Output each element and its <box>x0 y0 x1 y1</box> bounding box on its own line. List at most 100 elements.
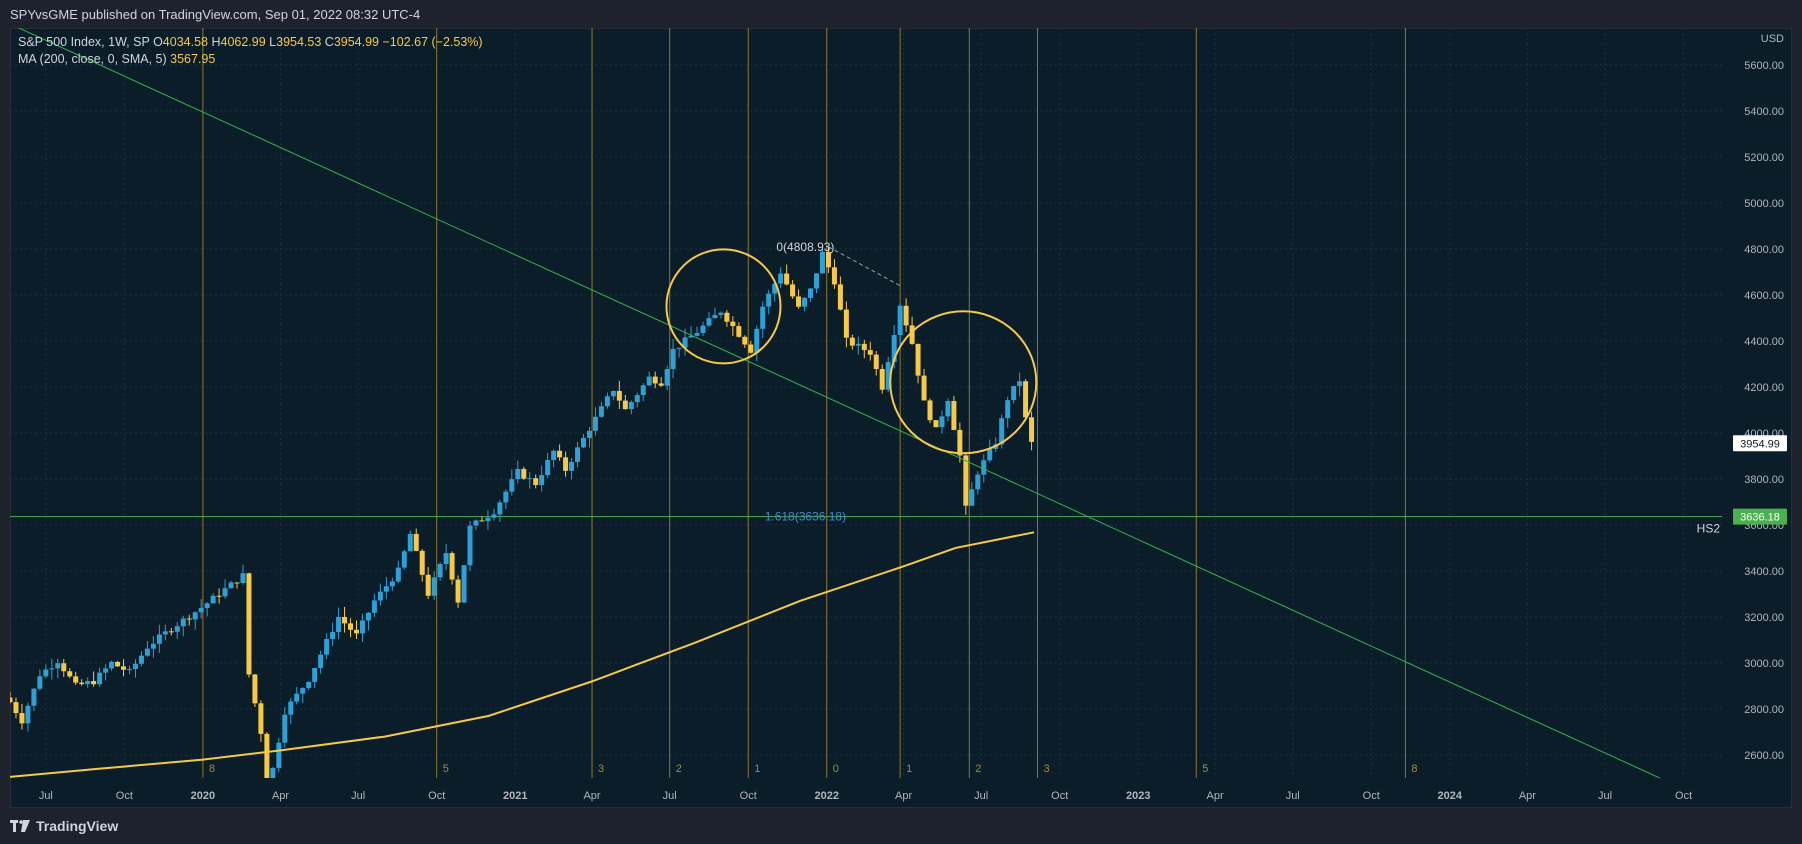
candle-body <box>634 395 640 403</box>
candle-body <box>383 586 389 592</box>
candle-body <box>682 337 688 348</box>
candle-body <box>443 553 449 565</box>
candle-body <box>581 437 587 448</box>
candle-body <box>156 634 162 644</box>
candle-body <box>527 478 533 480</box>
candle-body <box>407 533 413 552</box>
candle-body <box>652 376 658 384</box>
price-tick-label: 5000.00 <box>1744 198 1784 210</box>
candle-body <box>461 565 467 603</box>
candle-body <box>294 693 300 702</box>
time-tick-label: 2022 <box>814 790 838 802</box>
candle-body <box>348 623 354 630</box>
candle-body <box>790 284 796 297</box>
publish-line: SPYvsGME published on TradingView.com, S… <box>10 7 421 22</box>
candle-body <box>61 663 67 672</box>
candle-body <box>91 681 97 685</box>
time-tick-label: Oct <box>1051 790 1068 802</box>
time-tick-label: Jul <box>39 790 53 802</box>
candle-body <box>575 447 581 462</box>
time-tick-label: Apr <box>272 790 289 802</box>
candle-body <box>198 608 204 613</box>
candle-body <box>825 251 831 268</box>
candle-body <box>49 668 55 670</box>
candle-body <box>533 478 539 486</box>
candle-body <box>419 550 425 575</box>
candle-body <box>67 671 73 677</box>
time-tick-label: Jul <box>974 790 988 802</box>
candle-body <box>300 688 306 694</box>
ohlc-row: S&P 500 Index, 1W, SP O4034.58 H4062.99 … <box>18 34 483 51</box>
candle-body <box>640 385 646 396</box>
candle-body <box>365 612 371 621</box>
ma-200-line <box>10 531 1035 778</box>
candle-body <box>939 416 945 428</box>
candle-body <box>19 713 25 724</box>
candle-body <box>521 468 527 479</box>
price-tick-label: 3200.00 <box>1744 612 1784 624</box>
candle-body <box>658 383 664 386</box>
fib-label: 1.618(3636.18) <box>765 510 846 524</box>
candle-body <box>915 343 921 376</box>
candle-body <box>586 430 592 438</box>
symbol-label: S&P 500 Index, 1W, SP <box>18 35 150 49</box>
candle-body <box>563 457 569 471</box>
candle-body <box>103 668 109 673</box>
footer-bar: TradingView <box>0 808 1802 844</box>
candle-body <box>628 402 634 410</box>
candle-body <box>449 553 455 580</box>
candle-body <box>843 309 849 338</box>
price-tick-label: 5200.00 <box>1744 152 1784 164</box>
candle-body <box>425 574 431 596</box>
candle-body <box>879 369 885 390</box>
candle-body <box>975 474 981 490</box>
candle-body <box>557 450 563 458</box>
candle-body <box>951 401 957 430</box>
low-value: 3954.53 <box>276 35 322 49</box>
candle-body <box>168 631 174 633</box>
price-chart[interactable]: 2600.002800.003000.003200.003400.003600.… <box>0 0 1802 808</box>
time-tick-label: Apr <box>1206 790 1223 802</box>
candle-body <box>371 600 377 613</box>
candle-body <box>497 502 503 515</box>
candle-body <box>921 375 927 401</box>
candle-body <box>688 335 694 338</box>
candle-body <box>55 663 61 669</box>
time-tick-label: Apr <box>1519 790 1536 802</box>
candle-body <box>503 491 509 503</box>
candle-body <box>330 632 336 640</box>
last-price-label: 3954.99 <box>1740 438 1780 450</box>
time-tick-label: Oct <box>1675 790 1692 802</box>
candle-body <box>706 318 712 326</box>
candle-body <box>754 328 760 353</box>
cycle-label: 5 <box>443 763 449 775</box>
candle-body <box>144 648 150 656</box>
candle-body <box>37 676 43 689</box>
time-tick-label: Oct <box>1363 790 1380 802</box>
candle-body <box>963 455 969 506</box>
candle-body <box>1029 417 1035 442</box>
candle-body <box>802 297 808 307</box>
time-tick-label: Jul <box>1286 790 1300 802</box>
candle-body <box>957 429 963 456</box>
candle-body <box>437 564 443 578</box>
cycle-label: 3 <box>1044 763 1050 775</box>
candle-body <box>85 681 91 685</box>
candle-body <box>288 701 294 715</box>
time-tick-label: 2023 <box>1126 790 1150 802</box>
price-tick-label: 2600.00 <box>1744 750 1784 762</box>
candle-body <box>849 337 855 346</box>
ma-row: MA (200, close, 0, SMA, 5) 3567.95 <box>18 51 483 68</box>
price-tick-label: 3800.00 <box>1744 474 1784 486</box>
candle-body <box>109 661 115 669</box>
tradingview-brand[interactable]: TradingView <box>10 818 118 834</box>
candle-body <box>718 312 724 315</box>
candle-body <box>592 416 598 431</box>
time-tick-label: Apr <box>583 790 600 802</box>
cycle-label: 1 <box>906 763 912 775</box>
price-tick-label: 5400.00 <box>1744 106 1784 118</box>
candle-body <box>861 343 867 351</box>
chart-legend: S&P 500 Index, 1W, SP O4034.58 H4062.99 … <box>18 34 483 68</box>
candle-body <box>401 551 407 568</box>
candle-body <box>742 336 748 345</box>
